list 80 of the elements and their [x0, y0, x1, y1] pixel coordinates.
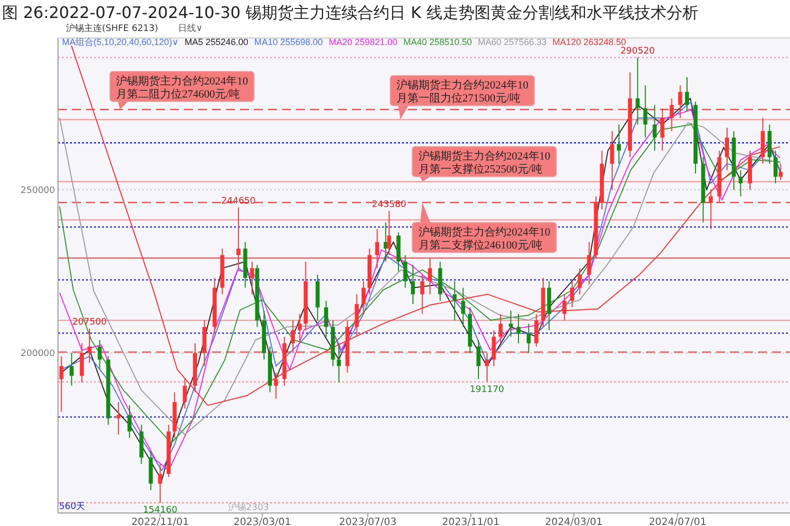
y-tick-label: 200000 [20, 349, 56, 360]
text: MA20 259821.00 [328, 37, 398, 47]
candlestick [59, 356, 64, 412]
candlestick [80, 342, 84, 383]
candlestick [616, 124, 621, 164]
candlestick [452, 280, 457, 321]
candlestick [250, 261, 254, 295]
candlestick [236, 206, 240, 269]
candlestick [570, 280, 574, 308]
text: 日线∨ [178, 23, 203, 34]
candlestick [70, 352, 74, 386]
candlestick [498, 313, 503, 344]
candlestick [420, 274, 424, 314]
candlestick [98, 339, 102, 370]
candlestick [678, 84, 682, 118]
text: MA60 257566.33 [478, 37, 546, 47]
legend-title: MA组合(5,10,20,40,60,120)∨ [62, 37, 179, 47]
candlestick [587, 242, 592, 285]
candlestick [354, 294, 359, 338]
candlestick [508, 310, 513, 338]
candlestick [484, 352, 489, 382]
candlestick [128, 404, 132, 438]
candlestick [362, 280, 366, 314]
candlestick [274, 372, 278, 400]
chart-title: 图 26:2022-07-07-2024-10-30 锡期货主力连续合约日 K 线走势图黄金分割线和水平线技术分析 [2, 3, 698, 22]
x-tick-label: 2023/03/01 [233, 517, 292, 526]
ref-line-label: 沪锡期货主力合约2024年10月第二阻力位274600元/吨 [116, 74, 248, 100]
x-tick-label: 2023/07/03 [339, 517, 397, 526]
candlestick [652, 104, 657, 152]
candlestick [403, 254, 408, 288]
x-tick-label: 2024/07/01 [648, 517, 706, 526]
candlestick [336, 342, 341, 383]
candlestick [476, 339, 480, 380]
candlestick [562, 294, 566, 321]
candlestick [774, 150, 778, 184]
annotation: 244650 [221, 196, 256, 206]
annotation: 560天 [59, 501, 86, 512]
text: MA5 255246.00 [184, 37, 248, 47]
annotation: 290520 [620, 46, 656, 57]
candlestick [410, 264, 415, 305]
candlestick [324, 300, 328, 338]
candlestick [375, 228, 380, 269]
text: MA10 255698.00 [254, 37, 323, 47]
ref-line-label: 沪锡期货主力合约2024年10月第二支撑位246100元/吨 [418, 226, 551, 252]
candlestick [708, 189, 713, 230]
candlestick [387, 210, 392, 256]
candlestick [526, 323, 531, 354]
candlestick [778, 163, 783, 181]
candlestick [725, 127, 730, 171]
y-tick-label: 250000 [20, 186, 56, 196]
line-series [71, 46, 780, 406]
candlestick [461, 287, 466, 328]
candlestick [158, 464, 162, 504]
candlestick [670, 98, 674, 132]
candlestick [298, 313, 302, 344]
candlestick [428, 258, 432, 295]
candlestick [87, 328, 92, 364]
candlestick [578, 268, 582, 295]
candlestick [516, 313, 520, 344]
candlestick [685, 76, 690, 112]
candlestick [534, 313, 538, 348]
ref-line-label: 沪锡期货主力合约2024年10月第一阻力位271500元/吨 [396, 78, 529, 105]
annotation: 沪锡2303 [228, 502, 269, 513]
candlestick [738, 170, 743, 197]
x-tick-label: 2024/03/01 [544, 517, 603, 526]
candlestick [116, 402, 120, 436]
candlestick [290, 320, 295, 354]
candlestick [660, 108, 664, 152]
candlestick [643, 84, 648, 138]
text: MA40 258510.50 [403, 37, 472, 47]
ref-line-label: 沪锡期货主力合约2024年10月第一支撑位252500元/吨 [418, 150, 551, 176]
annotation: 154160 [142, 506, 178, 516]
candlestick [636, 57, 640, 126]
x-tick-label: 2022/11/01 [131, 517, 189, 526]
x-tick-label: 2023/11/01 [442, 517, 500, 526]
annotation: 191170 [470, 384, 504, 395]
text: 沪锡主连(SHFE 6213) [66, 23, 158, 34]
candlestick [492, 330, 496, 367]
candlestick [610, 130, 614, 190]
text: MA120 263248.50 [552, 37, 626, 47]
